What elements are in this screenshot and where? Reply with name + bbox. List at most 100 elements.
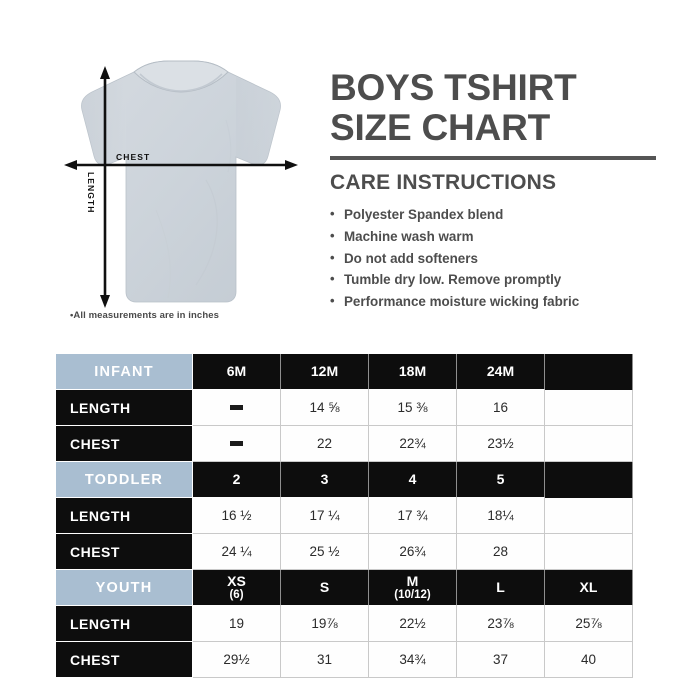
care-item: Do not add softeners [330,247,660,270]
measure-value-cell: 24 ¼ [193,534,281,570]
size-chart-table: INFANT 6M 12M 18M 24M LENGTH 14 ⅝ 15 ⅜ 16 CHEST 22… [56,354,633,678]
table-row: CHEST 22 22¾ 23½ [56,426,633,462]
measure-value: 17 ¾ [397,508,428,523]
measure-value-cell: 16 [457,390,545,426]
size-header-cell: 24M [457,354,545,390]
measure-row-label: LENGTH [56,498,193,534]
measure-value: 25 ½ [309,544,340,559]
no-value-dash-icon [230,441,243,446]
care-instructions-heading: CARE INSTRUCTIONS [330,171,557,195]
tshirt-diagram: CHEST LENGTH •All measurements are in in… [56,60,306,335]
measure-value-cell [193,426,281,462]
section-header-row: YOUTH XS (6) S M (10/12) L XL [56,570,633,606]
measure-value-cell: 25⅞ [545,606,633,642]
care-item: Polyester Spandex blend [330,203,660,226]
measure-value: 37 [492,652,509,667]
care-instructions-list: Polyester Spandex blend Machine wash war… [330,203,660,313]
title-divider [330,156,656,161]
measure-value-cell: 15 ⅜ [369,390,457,426]
measure-row-label: LENGTH [56,606,193,642]
measure-value: 26¾ [399,544,426,559]
size-header-cell: 18M [369,354,457,390]
measure-row-label: CHEST [56,534,193,570]
measure-row-label: LENGTH [56,390,193,426]
size-label: XS [227,572,246,589]
measure-value: 16 [492,400,509,415]
size-label: M [406,572,419,589]
empty-cell [545,534,633,570]
size-header-cell: 3 [281,462,369,498]
care-item: Performance moisture wicking fabric [330,290,660,313]
title-block: BOYS TSHIRT SIZE CHART CARE INSTRUCTIONS… [330,68,660,313]
size-label: 3 [320,470,329,487]
measure-value-cell [193,390,281,426]
measure-value: 17 ¼ [309,508,340,523]
section-name-infant: INFANT [56,354,193,390]
header-section: CHEST LENGTH •All measurements are in in… [0,0,700,345]
measure-value: 22½ [399,616,426,631]
measure-value-cell: 22½ [369,606,457,642]
measure-value: 22 [316,436,333,451]
size-header-cell: 6M [193,354,281,390]
table-row: CHEST 24 ¼ 25 ½ 26¾ 28 [56,534,633,570]
size-header-cell: M (10/12) [369,570,457,606]
measure-value: 16 ½ [221,508,252,523]
size-sublabel: (6) [229,588,244,601]
size-sublabel: (10/12) [394,588,431,601]
size-label: 2 [232,470,241,487]
measure-value-cell: 34¾ [369,642,457,678]
table-row: LENGTH 14 ⅝ 15 ⅜ 16 [56,390,633,426]
size-label: L [496,578,505,595]
measure-value-cell: 23⅞ [457,606,545,642]
size-label: 5 [496,470,505,487]
measure-value: 18¼ [487,508,514,523]
measure-value-cell: 37 [457,642,545,678]
empty-cell [545,354,633,390]
empty-cell [545,390,633,426]
measure-value-cell: 23½ [457,426,545,462]
measure-value-cell: 19 [193,606,281,642]
size-header-cell: 5 [457,462,545,498]
size-label: 6M [226,362,247,379]
empty-cell [545,498,633,534]
measure-value-cell: 29½ [193,642,281,678]
section-name-youth: YOUTH [56,570,193,606]
care-item: Tumble dry low. Remove promptly [330,268,660,291]
size-header-cell: 4 [369,462,457,498]
measure-value: 15 ⅜ [397,400,428,415]
measure-value-cell: 22 [281,426,369,462]
no-value-dash-icon [230,405,243,410]
empty-cell [545,462,633,498]
table-row: CHEST 29½ 31 34¾ 37 40 [56,642,633,678]
measure-row-label: CHEST [56,642,193,678]
measure-value: 23½ [487,436,514,451]
measure-value: 34¾ [399,652,426,667]
page-title: BOYS TSHIRT SIZE CHART [330,68,660,147]
size-header-cell: 12M [281,354,369,390]
section-header-row: TODDLER 2 3 4 5 [56,462,633,498]
measure-value-cell: 14 ⅝ [281,390,369,426]
measure-value: 31 [316,652,333,667]
measure-value-cell: 25 ½ [281,534,369,570]
size-label: 12M [310,362,339,379]
size-header-cell: 2 [193,462,281,498]
size-label: 18M [398,362,427,379]
measure-value: 24 ¼ [221,544,252,559]
size-header-cell: XS (6) [193,570,281,606]
measure-value-cell: 40 [545,642,633,678]
measure-value-cell: 31 [281,642,369,678]
measure-value-cell: 17 ¼ [281,498,369,534]
measure-value: 23⅞ [487,616,514,631]
table-row: LENGTH 16 ½ 17 ¼ 17 ¾ 18¼ [56,498,633,534]
measure-value: 28 [492,544,509,559]
measurement-units-note: •All measurements are in inches [70,310,219,321]
measure-value: 22¾ [399,436,426,451]
section-header-row: INFANT 6M 12M 18M 24M [56,354,633,390]
measure-value: 19⅞ [311,616,338,631]
size-header-cell: XL [545,570,633,606]
section-name-toddler: TODDLER [56,462,193,498]
chest-measure-label: CHEST [116,152,151,162]
size-label: 4 [408,470,417,487]
size-label: S [319,578,330,595]
care-item: Machine wash warm [330,225,660,248]
